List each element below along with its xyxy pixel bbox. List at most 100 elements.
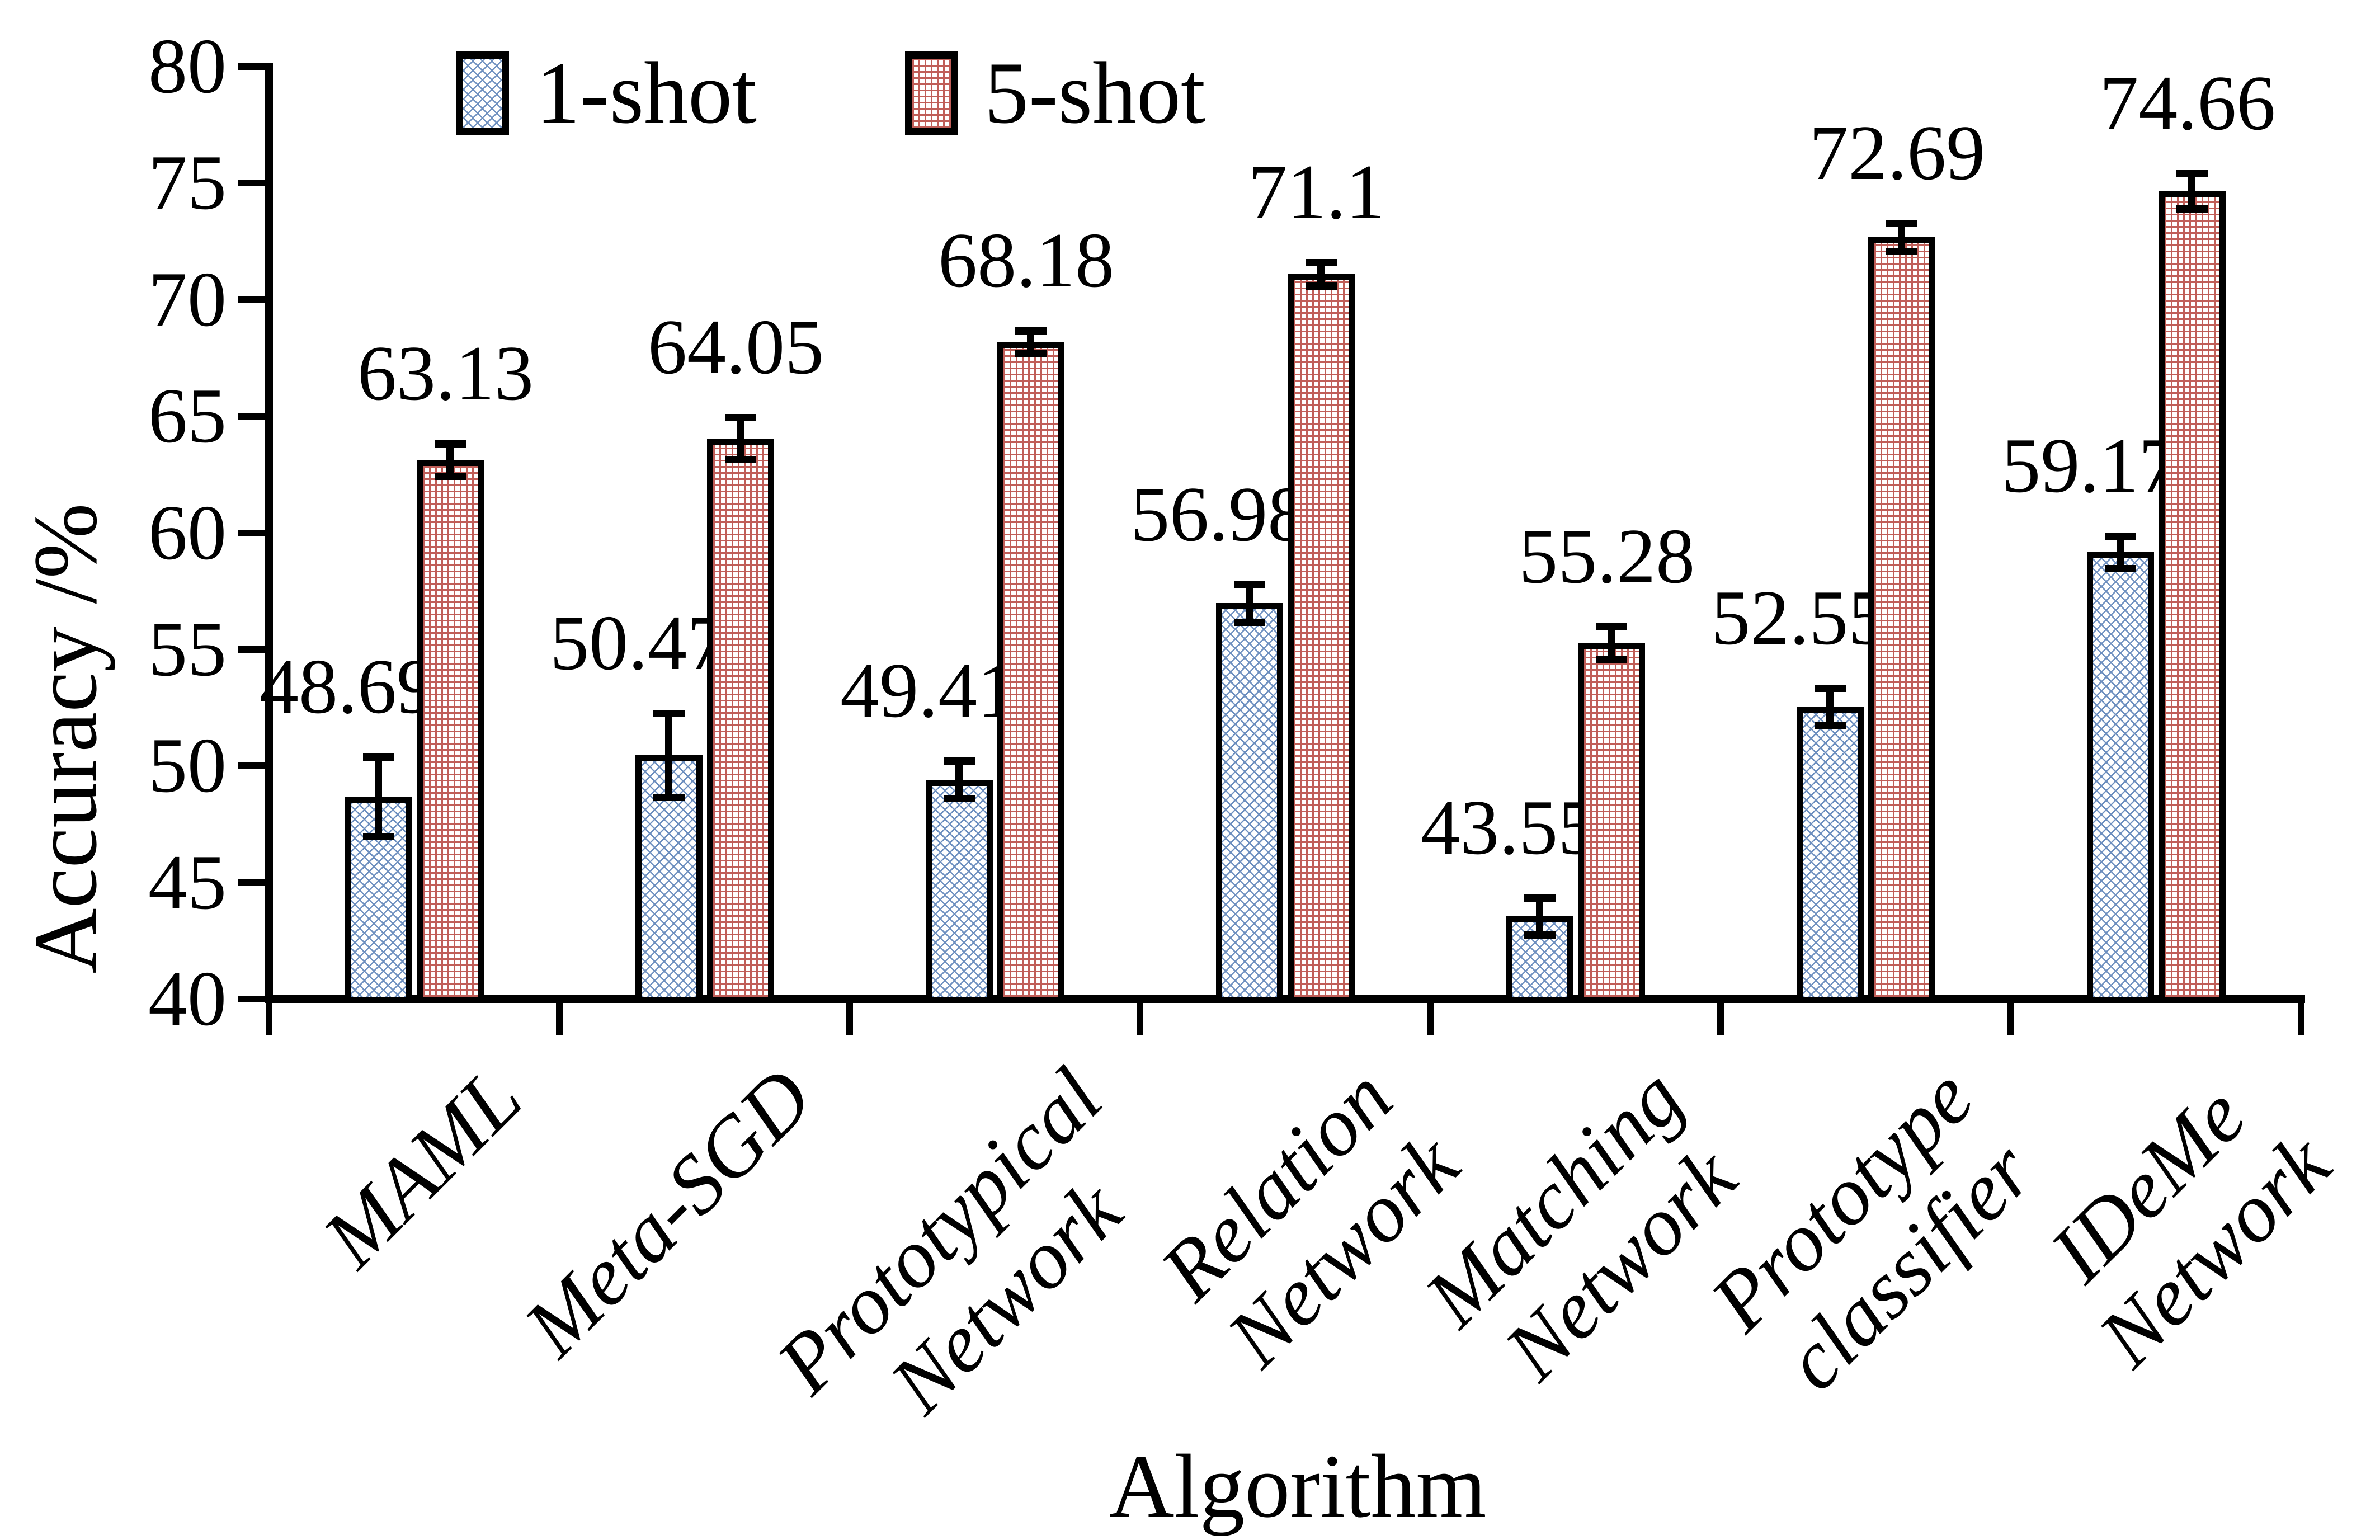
bar-1-shot-IDeMe-Network [2086,552,2154,1003]
error-stem-1-shot-Meta-SGD [665,713,673,797]
y-tick-40 [238,996,269,1002]
value-label-1-shot-Matching-Network: 43.55 [1421,784,1597,871]
y-tick-label-75: 75 [148,139,227,227]
error-cap-bottom-5-shot-Meta-SGD [724,456,756,464]
error-cap-bottom-5-shot-IDeMe-Network [2176,205,2208,213]
error-cap-top-1-shot-Relation-Network [1233,581,1265,589]
error-cap-top-1-shot-IDeMe-Network [2104,532,2136,540]
y-tick-75 [238,180,269,187]
value-label-5-shot-Matching-Network: 55.28 [1519,513,1695,600]
x-axis-line [265,995,2305,1003]
error-cap-bottom-1-shot-Prototypical-Network [943,795,975,803]
y-tick-label-65: 65 [148,373,227,460]
error-stem-1-shot-Relation-Network [1246,585,1253,622]
y-tick-label-55: 55 [148,605,227,693]
error-cap-bottom-5-shot-MAML [434,473,466,481]
value-label-5-shot-Meta-SGD: 64.05 [648,304,824,391]
y-tick-label-40: 40 [148,955,227,1042]
value-label-5-shot-Prototypical-Network: 68.18 [938,216,1115,304]
x-category-label-IDeMe-Network: IDeMe Network [2032,1069,2348,1384]
x-category-label-Matching-Network: Matching Network [1407,1051,1754,1397]
bar-5-shot-Relation-Network [1287,274,1355,1003]
legend-label-5shot: 5-shot [984,44,1205,142]
error-stem-5-shot-Prototype-classifier [1898,223,1906,251]
error-cap-bottom-1-shot-Prototype-classifier [1814,722,1846,729]
error-cap-bottom-1-shot-Matching-Network [1524,931,1556,939]
bar-5-shot-IDeMe-Network [2158,191,2226,1003]
y-tick-label-45: 45 [148,839,227,926]
y-tick-label-70: 70 [148,256,227,343]
error-cap-top-1-shot-MAML [362,753,394,761]
y-tick-70 [238,296,269,303]
y-tick-60 [238,529,269,536]
error-cap-top-5-shot-MAML [434,440,466,448]
x-tick-5 [1717,1003,1724,1035]
x-category-label-Relation-Network: Relation Network [1143,1051,1477,1384]
value-label-1-shot-Relation-Network: 56.98 [1130,471,1307,558]
error-stem-1-shot-Matching-Network [1536,897,1544,935]
error-cap-top-1-shot-Prototypical-Network [943,757,975,765]
y-tick-50 [238,762,269,770]
value-label-5-shot-Prototype-classifier: 72.69 [1809,109,1986,196]
x-tick-1 [556,1003,563,1035]
error-stem-5-shot-MAML [446,443,454,477]
bar-5-shot-Prototypical-Network [997,342,1064,1003]
error-stem-5-shot-Matching-Network [1608,627,1615,660]
error-stem-1-shot-Prototypical-Network [955,761,963,799]
x-tick-7 [2298,1003,2305,1035]
y-tick-80 [238,63,269,70]
error-cap-bottom-1-shot-MAML [362,832,394,840]
bar-1-shot-Relation-Network [1215,603,1283,1003]
error-stem-1-shot-MAML [375,756,383,836]
error-cap-bottom-5-shot-Relation-Network [1305,282,1337,290]
x-tick-3 [1137,1003,1144,1035]
x-tick-2 [846,1003,854,1035]
value-label-5-shot-Relation-Network: 71.1 [1248,149,1385,236]
error-stem-5-shot-Meta-SGD [737,417,744,460]
error-stem-1-shot-Prototype-classifier [1826,687,1834,726]
bar-5-shot-Prototype-classifier [1868,237,1935,1003]
y-tick-45 [238,879,269,886]
value-label-1-shot-Meta-SGD: 50.47 [550,599,727,686]
error-cap-top-1-shot-Prototype-classifier [1814,684,1846,692]
y-tick-65 [238,413,269,420]
y-tick-label-80: 80 [148,23,227,110]
error-stem-5-shot-IDeMe-Network [2188,173,2196,209]
value-label-1-shot-IDeMe-Network: 59.17 [2001,422,2178,509]
value-label-5-shot-MAML: 63.13 [357,329,534,417]
error-stem-1-shot-IDeMe-Network [2117,535,2124,569]
legend-swatch-1shot [456,51,509,135]
error-cap-bottom-1-shot-IDeMe-Network [2104,565,2136,573]
error-cap-bottom-5-shot-Matching-Network [1595,656,1627,663]
error-cap-top-1-shot-Meta-SGD [653,709,685,717]
x-category-label-MAML: MAML [305,1051,539,1285]
value-label-1-shot-Prototypical-Network: 49.41 [840,647,1017,734]
y-tick-label-50: 50 [148,722,227,809]
bar-5-shot-Matching-Network [1577,643,1645,1003]
x-tick-0 [266,1003,272,1035]
error-cap-bottom-5-shot-Prototype-classifier [1886,247,1917,255]
x-axis-title: Algorithm [1109,1437,1487,1537]
error-cap-top-5-shot-IDeMe-Network [2176,170,2208,178]
error-cap-bottom-1-shot-Relation-Network [1233,618,1265,626]
error-cap-top-5-shot-Matching-Network [1595,623,1627,631]
bar-5-shot-MAML [416,460,484,1003]
x-tick-6 [2007,1003,2015,1035]
x-tick-4 [1427,1003,1434,1035]
error-cap-bottom-1-shot-Meta-SGD [653,793,685,801]
bar-5-shot-Meta-SGD [706,438,774,1003]
value-label-1-shot-Prototype-classifier: 52.55 [1711,574,1888,661]
y-axis-title: Accuracy /% [16,503,116,974]
error-cap-top-5-shot-Meta-SGD [724,414,756,422]
error-stem-5-shot-Relation-Network [1317,262,1325,286]
y-tick-55 [238,646,269,653]
bar-1-shot-Prototypical-Network [925,779,993,1003]
error-cap-top-5-shot-Relation-Network [1305,259,1337,267]
value-label-5-shot-IDeMe-Network: 74.66 [2099,60,2276,147]
error-cap-top-1-shot-Matching-Network [1524,894,1556,902]
error-cap-bottom-5-shot-Prototypical-Network [1015,350,1047,358]
legend-swatch-5shot [905,51,958,135]
value-label-1-shot-MAML: 48.69 [260,643,436,730]
x-category-label-Prototype-classifier: Prototype classifier [1693,1051,2050,1408]
